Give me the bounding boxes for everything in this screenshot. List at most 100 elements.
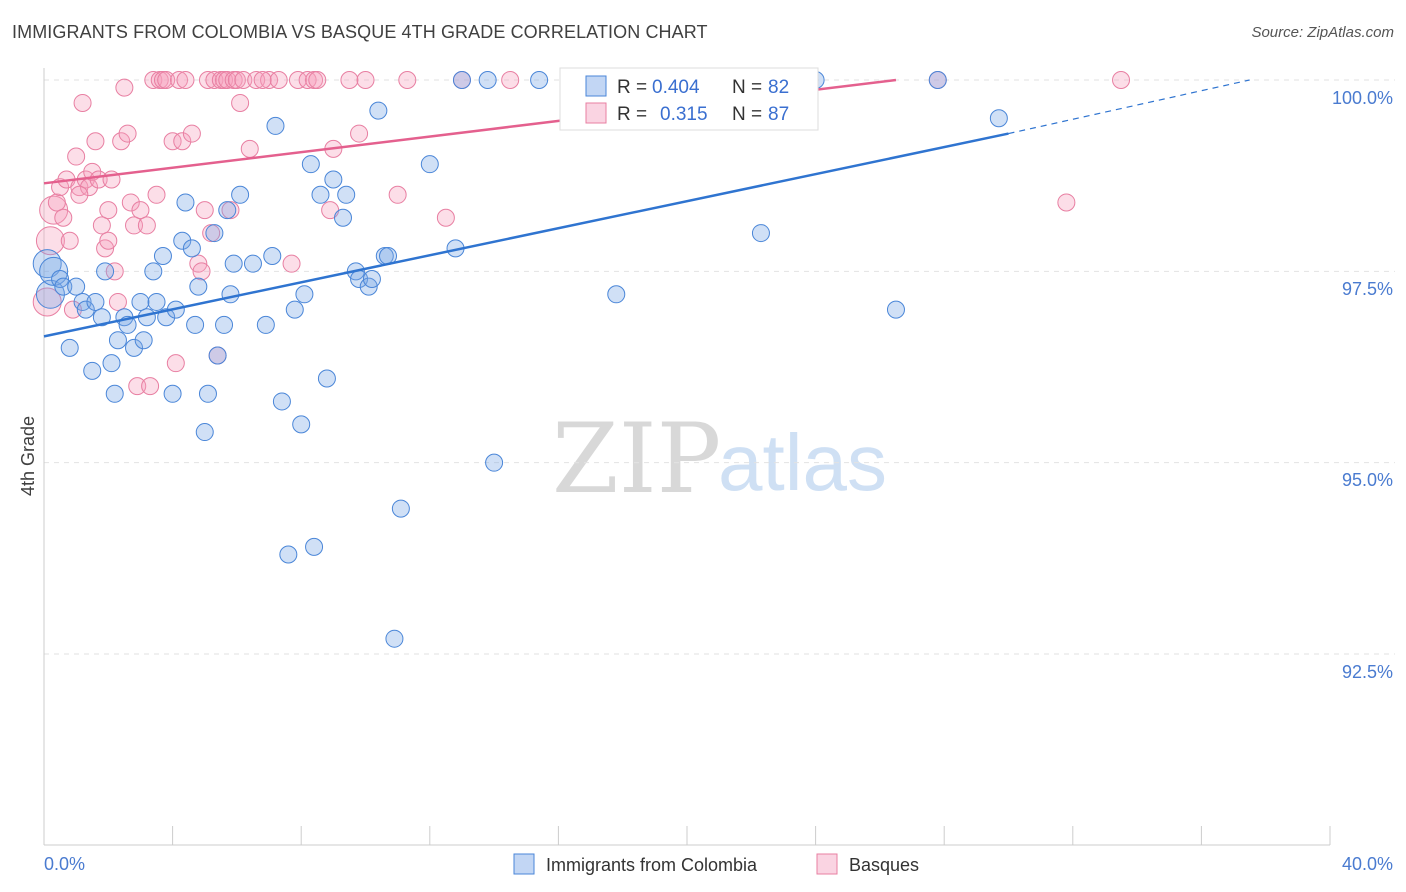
basques-point: [398, 71, 417, 89]
basques-point: [144, 71, 163, 89]
basques-point: [131, 201, 150, 220]
basques-point: [1057, 193, 1076, 212]
colombia-point: [478, 71, 497, 89]
legend-pink-r-label: R =: [617, 104, 652, 125]
colombia-trend-extension: [1008, 79, 1250, 135]
colombia-point: [67, 277, 86, 296]
basques-point: [198, 71, 217, 89]
colombia-point: [420, 155, 439, 174]
colombia-point: [311, 185, 330, 204]
y-tick-label: 97.5%: [1342, 279, 1393, 299]
colombia-point: [607, 285, 626, 304]
colombia-point: [333, 208, 352, 227]
colombia-point: [176, 193, 195, 212]
colombia-point: [86, 292, 105, 311]
basques-point: [356, 71, 375, 89]
colombia-point: [157, 308, 176, 327]
basques-point: [269, 71, 288, 89]
basques-point: [47, 193, 66, 212]
colombia-point: [886, 300, 905, 319]
colombia-point: [272, 392, 291, 411]
basques-point: [60, 231, 79, 250]
basques-point: [125, 216, 144, 235]
bottom-legend-swatch-pink: [816, 853, 838, 875]
bottom-legend-swatch-blue: [513, 853, 535, 875]
colombia-point: [102, 354, 121, 373]
legend-swatch-blue: [585, 75, 607, 97]
basques-point: [99, 231, 118, 250]
legend-pink-n-label: N =: [732, 104, 767, 125]
basques-point: [436, 208, 455, 227]
colombia-point: [452, 71, 471, 89]
colombia-point: [198, 384, 217, 403]
basques-point: [141, 377, 160, 396]
basques-point: [108, 292, 127, 311]
colombia-point: [215, 315, 234, 334]
colombia-point: [279, 545, 298, 564]
series-legend: Immigrants from Colombia Basques: [513, 853, 919, 875]
colombia-point: [224, 254, 243, 273]
basques-point: [247, 71, 266, 89]
colombia-point: [263, 247, 282, 266]
basques-points: [32, 71, 1131, 396]
colombia-point: [205, 224, 224, 243]
y-tick-label: 95.0%: [1342, 470, 1393, 490]
basques-point: [67, 147, 86, 166]
colombia-point: [189, 277, 208, 296]
basques-point: [166, 354, 185, 373]
colombia-point: [173, 231, 192, 250]
colombia-point: [144, 262, 163, 281]
colombia-point: [221, 285, 240, 304]
colombia-point: [243, 254, 262, 273]
basques-point: [70, 185, 89, 204]
basques-point: [240, 139, 259, 158]
basques-point: [1112, 71, 1131, 89]
basques-point: [73, 93, 92, 112]
colombia-point: [96, 262, 115, 281]
colombia-point: [186, 315, 205, 334]
basques-point: [121, 193, 140, 212]
source-credit: Source: ZipAtlas.com: [1251, 24, 1394, 41]
legend-pink-r-value: 0.315: [660, 104, 708, 125]
basques-point: [227, 71, 246, 89]
x-tick-label-max: 40.0%: [1342, 854, 1393, 874]
colombia-point: [989, 109, 1008, 128]
chart-title: IMMIGRANTS FROM COLOMBIA VS BASQUE 4TH G…: [12, 22, 708, 42]
basques-point: [205, 71, 224, 89]
colombia-point: [285, 300, 304, 319]
colombia-point: [182, 239, 201, 258]
colombia-point: [231, 185, 250, 204]
colombia-point: [208, 346, 227, 365]
basques-point: [288, 71, 307, 89]
colombia-point: [125, 338, 144, 357]
bottom-legend-label-colombia: Immigrants from Colombia: [546, 855, 758, 875]
colombia-point: [54, 277, 73, 296]
colombia-point: [362, 269, 381, 288]
basques-point: [86, 132, 105, 151]
basques-point: [54, 208, 73, 227]
basques-point: [157, 71, 176, 89]
basques-point: [182, 124, 201, 143]
basques-point: [118, 124, 137, 143]
bottom-legend-label-basques: Basques: [849, 855, 919, 875]
colombia-point: [92, 308, 111, 327]
colombia-point: [76, 300, 95, 319]
colombia-point: [530, 71, 549, 89]
basques-point: [32, 287, 62, 317]
colombia-point: [305, 537, 324, 556]
basques-point: [176, 71, 195, 89]
colombia-point: [147, 292, 166, 311]
basques-point: [282, 254, 301, 273]
basques-point: [192, 262, 211, 281]
basques-point: [260, 71, 279, 89]
y-tick-label: 92.5%: [1342, 662, 1393, 682]
colombia-point: [391, 499, 410, 518]
basques-point: [99, 201, 118, 220]
legend-swatch-pink: [585, 102, 607, 124]
basques-point: [163, 132, 182, 151]
colombia-point: [369, 101, 388, 120]
basques-point: [170, 71, 189, 89]
colombia-point: [256, 315, 275, 334]
watermark-zip: ZIP: [552, 403, 721, 515]
